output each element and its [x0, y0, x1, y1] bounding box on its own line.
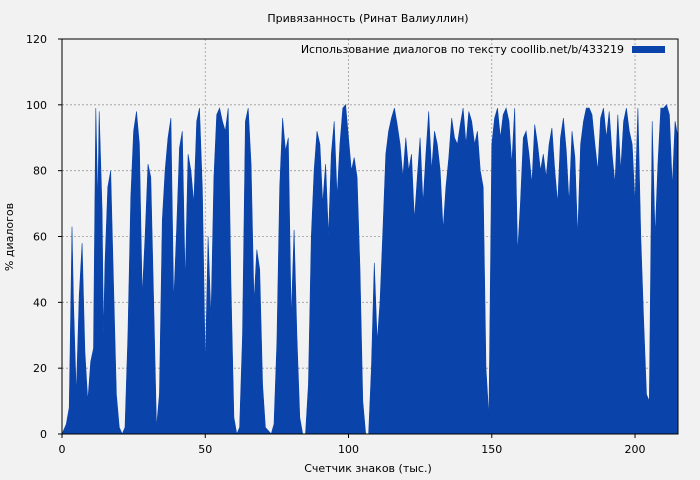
legend-swatch — [632, 46, 665, 53]
x-tick-label: 0 — [59, 443, 66, 456]
y-tick-label: 60 — [33, 231, 47, 244]
plot-area: 0 50 100 150 200 0 20 40 60 80 100 120 — [26, 33, 679, 456]
x-tick-label: 100 — [338, 443, 359, 456]
series-area-0 — [61, 104, 679, 436]
y-tick-label: 100 — [26, 99, 47, 112]
x-tick-label: 200 — [625, 443, 646, 456]
x-tick-label: 150 — [481, 443, 502, 456]
y-tick-label: 40 — [33, 296, 47, 309]
y-tick-label: 20 — [33, 362, 47, 375]
y-tick-label: 120 — [26, 33, 47, 46]
y-tick-label: 0 — [40, 428, 47, 441]
x-axis-label: Счетчик знаков (тыс.) — [304, 462, 432, 475]
legend-label: Использование диалогов по тексту coollib… — [301, 43, 624, 56]
y-axis-label: % диалогов — [3, 203, 16, 271]
x-tick-label: 50 — [198, 443, 212, 456]
y-tick-label: 80 — [33, 165, 47, 178]
legend: Использование диалогов по тексту coollib… — [301, 43, 665, 56]
chart-title: Привязанность (Ринат Валиуллин) — [267, 12, 468, 25]
